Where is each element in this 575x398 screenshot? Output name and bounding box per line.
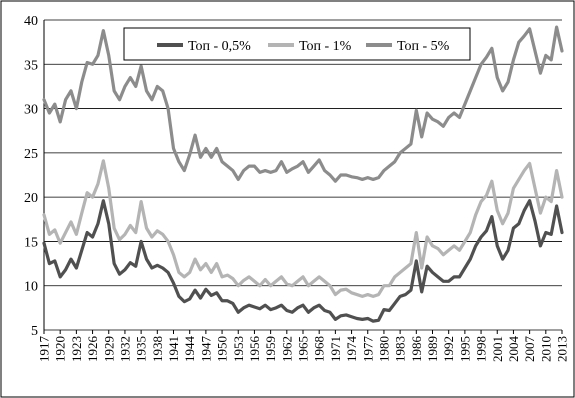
x-tick-label: 1929 <box>101 336 116 362</box>
x-tick-label: 2004 <box>506 336 521 363</box>
y-tick-label: 40 <box>24 14 38 29</box>
y-tick-label: 15 <box>24 235 38 250</box>
x-tick-label: 1965 <box>296 336 311 362</box>
x-tick-label: 1938 <box>150 336 165 362</box>
series-lines <box>42 25 564 323</box>
x-axis: 1917 1920 1923 1926 1929 1932 1935 1938 1941 1944… <box>37 330 570 362</box>
grid-lines <box>44 19 562 331</box>
x-tick-label: 1947 <box>198 336 213 363</box>
x-tick-label: 1992 <box>441 336 456 362</box>
x-tick-label: 1983 <box>393 336 408 362</box>
y-tick-label: 35 <box>24 58 38 73</box>
x-tick-label: 1995 <box>457 336 472 362</box>
x-tick-label: 2010 <box>538 336 553 362</box>
y-tick-label: 20 <box>24 191 38 206</box>
x-tick-label: 1974 <box>344 336 359 363</box>
legend-label: Топ - 0,5% <box>188 39 251 54</box>
x-tick-label: 1971 <box>328 336 343 362</box>
x-tick-label: 2001 <box>490 336 505 362</box>
x-tick-label: 1926 <box>85 336 100 363</box>
series-line-3 <box>42 25 564 183</box>
x-tick-label: 1932 <box>117 336 132 362</box>
x-tick-label: 1953 <box>231 336 246 362</box>
x-tick-label: 1950 <box>215 336 230 362</box>
x-tick-label: 1989 <box>425 336 440 362</box>
x-tick-label: 1941 <box>166 336 181 362</box>
series-line-1 <box>42 199 564 323</box>
y-tick-label: 10 <box>24 280 38 295</box>
x-tick-label: 1986 <box>409 336 424 363</box>
legend: Топ - 0,5% Топ - 1% Топ - 5% <box>123 27 471 61</box>
series-line-2 <box>42 159 564 298</box>
x-tick-label: 1977 <box>360 336 375 363</box>
x-tick-label: 1923 <box>69 336 84 362</box>
x-tick-label: 1935 <box>134 336 149 362</box>
x-tick-label: 1956 <box>247 336 262 363</box>
y-tick-label: 25 <box>24 147 38 162</box>
legend-label: Топ - 5% <box>397 39 450 54</box>
x-tick-label: 2007 <box>522 336 537 363</box>
x-tick-label: 1944 <box>182 336 197 363</box>
y-axis: 5 10 15 20 25 30 35 40 <box>24 14 45 339</box>
x-tick-label: 1920 <box>53 336 68 362</box>
y-tick-label: 30 <box>24 103 38 118</box>
legend-label: Топ - 1% <box>299 39 352 54</box>
x-tick-label: 2013 <box>555 336 570 362</box>
y-tick-label: 5 <box>31 324 38 339</box>
x-tick-label: 1968 <box>312 336 327 362</box>
x-tick-label: 1980 <box>376 336 391 362</box>
x-tick-label: 1998 <box>474 336 489 362</box>
x-tick-label: 1917 <box>37 336 52 363</box>
x-tick-label: 1959 <box>263 336 278 362</box>
x-tick-label: 1962 <box>279 336 294 362</box>
